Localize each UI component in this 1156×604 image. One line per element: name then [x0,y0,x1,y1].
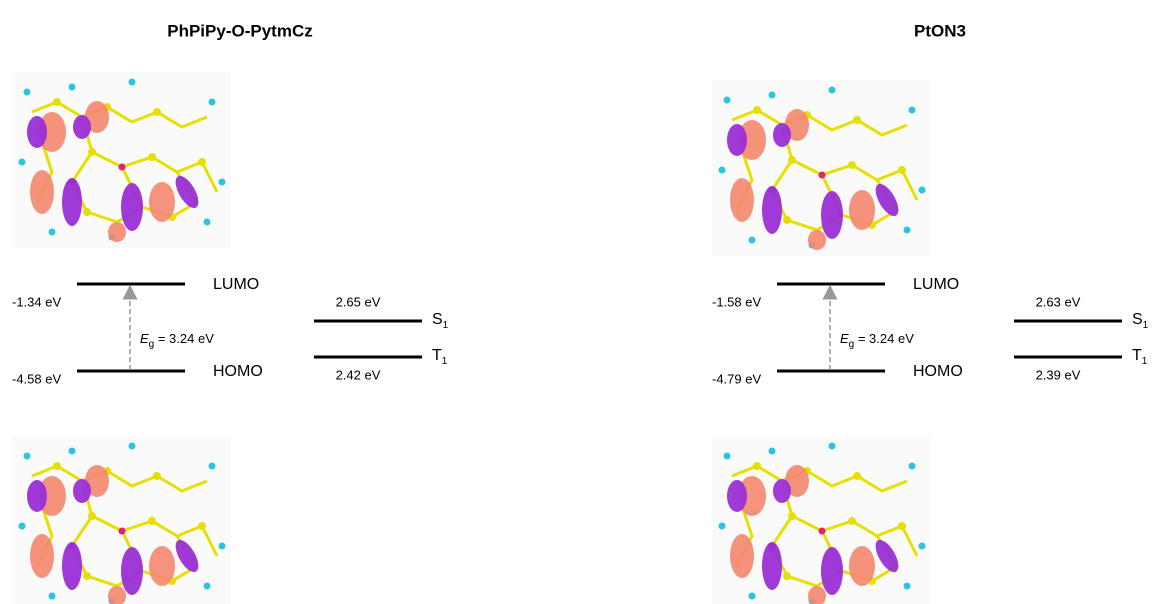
t1-label-symbol: T [1132,347,1142,364]
gap-text: Eg = 3.24 eV [840,331,914,349]
panel-title: PtON3 [914,21,966,40]
s1-label-symbol: S [1132,311,1143,328]
lumo-label: LUMO [213,276,259,293]
gap-value: = 3.24 eV [154,331,214,346]
t1-label: T1 [1132,347,1148,366]
t1-energy: 2.42 eV [336,367,381,382]
lumo-label: LUMO [913,276,959,293]
lumo-energy: -1.58 eV [712,294,761,309]
t1-label-subscript: 1 [1142,356,1148,367]
gap-value: = 3.24 eV [854,331,914,346]
t1-label-subscript: 1 [442,356,448,367]
energy-diagram: PhPiPy-O-PytmCz LUMO HOMO -1.34 eV -4.58 eV E… [0,0,1156,604]
s1-label: S1 [1132,311,1149,330]
homo-energy: -4.79 eV [712,371,761,386]
homo-orbital-image [712,436,930,604]
gap-symbol: E [140,331,149,346]
lumo-orbital-image [712,80,930,256]
s1-label-subscript: 1 [1143,320,1149,331]
s1-energy: 2.65 eV [336,294,381,309]
homo-label: HOMO [913,363,963,380]
gap-text: Eg = 3.24 eV [140,331,214,349]
lumo-energy: -1.34 eV [12,294,61,309]
homo-orbital-image [12,436,230,604]
gap-symbol: E [840,331,849,346]
panel-title: PhPiPy-O-PytmCz [167,21,312,40]
t1-energy: 2.39 eV [1036,367,1081,382]
s1-label-symbol: S [432,311,443,328]
s1-label: S1 [432,311,449,330]
lumo-orbital-image [12,72,230,248]
homo-label: HOMO [213,363,263,380]
s1-energy: 2.63 eV [1036,294,1081,309]
homo-energy: -4.58 eV [12,371,61,386]
s1-label-subscript: 1 [443,320,449,331]
t1-label-symbol: T [432,347,442,364]
t1-label: T1 [432,347,448,366]
